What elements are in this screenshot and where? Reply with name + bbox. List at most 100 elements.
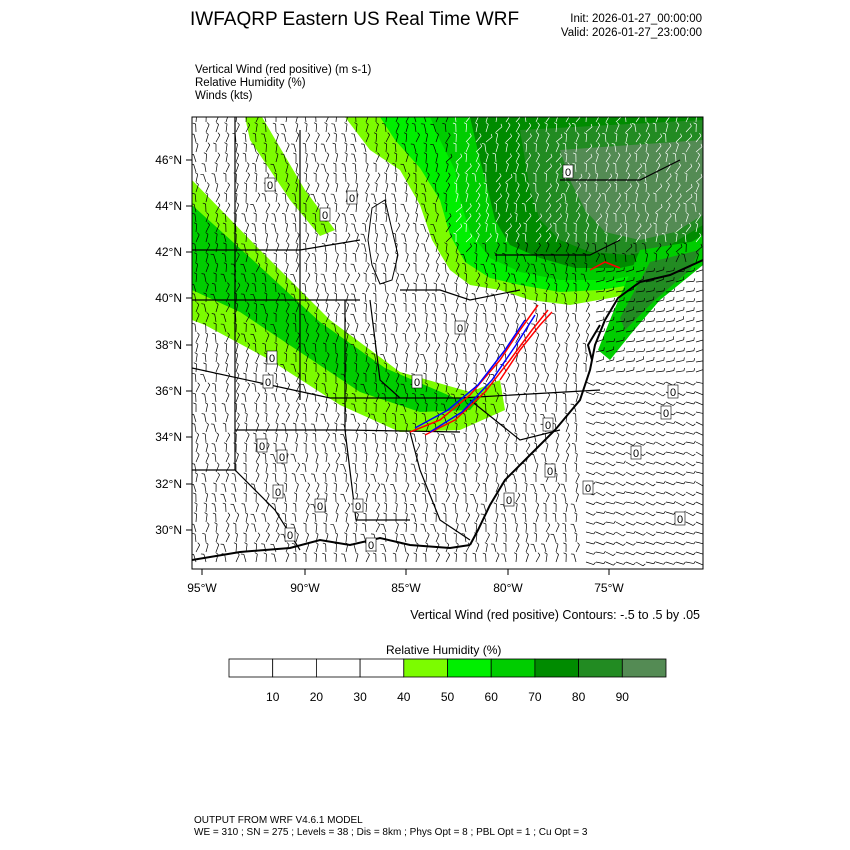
wind-barb (633, 242, 637, 253)
wind-barb (430, 144, 437, 153)
wind-barb (635, 297, 645, 303)
wind-barb (563, 132, 567, 143)
wind-barb (502, 542, 507, 553)
wind-barb (245, 172, 250, 183)
wind-barb (333, 132, 337, 143)
wind-barb (531, 283, 537, 293)
wind-barb (193, 362, 197, 373)
wind-barb (304, 122, 308, 133)
wind-barb (205, 542, 209, 553)
wind-barb (400, 533, 407, 543)
wind-barb (575, 132, 580, 143)
wind-barb (555, 203, 562, 213)
wind-barb (365, 282, 370, 293)
wind-barb (665, 347, 675, 353)
wind-barb (455, 153, 463, 163)
wind-barb (451, 343, 457, 353)
wind-barb (304, 262, 308, 273)
wind-barb (255, 452, 261, 463)
wind-barb (535, 122, 540, 133)
wind-barb (355, 512, 359, 523)
wind-barb (445, 182, 451, 193)
wind-barb (295, 132, 300, 143)
wind-barb (255, 352, 260, 363)
wind-barb (534, 292, 538, 303)
wind-barb (635, 267, 645, 273)
wind-barb (195, 117, 197, 123)
wind-barb (280, 153, 287, 163)
wind-barb (475, 502, 479, 513)
wind-barb (333, 552, 337, 563)
wind-barb (391, 193, 397, 203)
wind-barb (304, 152, 308, 163)
wind-barb (322, 542, 327, 553)
wind-barb (292, 322, 297, 333)
wind-barb (205, 132, 209, 143)
wind-barb (625, 561, 636, 566)
wind-barb (641, 243, 647, 253)
wind-barb (695, 182, 700, 193)
wind-barb (540, 483, 547, 493)
wind-barb (192, 492, 197, 503)
wind-barb (330, 193, 337, 203)
wind-barb (695, 521, 703, 526)
wind-barb (335, 182, 339, 193)
wind-barb (494, 472, 498, 483)
state-line-2 (192, 367, 601, 399)
wind-barb (255, 392, 261, 403)
wind-barb (355, 552, 359, 563)
wind-barb (505, 272, 511, 283)
wind-barb (333, 482, 337, 493)
wind-barb (211, 503, 217, 513)
wind-barb (435, 542, 440, 553)
wind-barb (515, 322, 519, 333)
wind-barb (402, 292, 407, 303)
wind-barb (541, 353, 547, 363)
wind-barb (392, 162, 397, 173)
wind-barb (410, 533, 417, 543)
wind-barb (564, 202, 568, 213)
wind-barb (225, 202, 231, 213)
wind-barb (491, 313, 497, 323)
wind-barb (272, 282, 277, 293)
wind-barb (505, 133, 512, 143)
wind-barb (575, 342, 579, 353)
wind-barb (605, 471, 616, 475)
wind-barb (481, 443, 487, 453)
wind-barb (314, 232, 318, 243)
wind-barb (250, 513, 257, 523)
wind-barb (440, 433, 447, 443)
wind-barb (585, 411, 596, 417)
wind-barb (573, 302, 577, 313)
wind-barb (255, 532, 261, 543)
wind-barb (411, 303, 417, 313)
wind-barb (484, 452, 488, 463)
wind-barb (451, 363, 457, 373)
wind-barb (350, 343, 357, 353)
wind-barb (665, 213, 672, 223)
wind-barb (401, 463, 407, 473)
wind-barb (542, 402, 547, 413)
wind-barb (321, 283, 327, 293)
wind-barb (413, 162, 417, 173)
wind-barb (295, 162, 299, 173)
wind-barb (215, 542, 220, 553)
wind-barb (222, 172, 227, 183)
wind-barb (251, 523, 257, 533)
wind-barb (515, 232, 520, 243)
wind-barb (685, 541, 696, 545)
wind-barb (635, 182, 640, 193)
wind-barb (605, 391, 616, 395)
vwind-positive-ne (589, 261, 621, 271)
wind-barb (384, 232, 388, 243)
wind-barb (363, 302, 367, 313)
wind-barb (585, 511, 596, 516)
wind-barb (225, 472, 229, 483)
wind-barb (505, 182, 509, 193)
colorbar-swatch (359, 658, 405, 678)
wind-barb (695, 162, 701, 173)
wind-barb (672, 152, 677, 163)
wind-barb (420, 183, 427, 193)
wind-barb (645, 461, 656, 465)
wind-barb (264, 312, 268, 323)
